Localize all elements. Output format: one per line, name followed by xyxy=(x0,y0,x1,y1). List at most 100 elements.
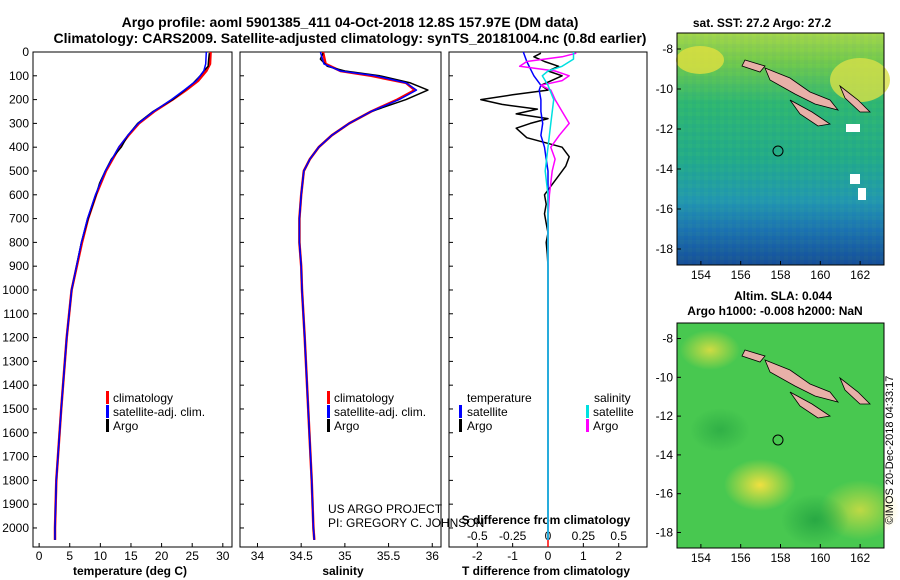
difference-x-tick-label: 1 xyxy=(580,549,587,563)
salinity-xticks: 34 34.5 35 35.5 36 xyxy=(251,543,439,563)
depth-tick-label: 400 xyxy=(9,140,29,154)
sla-low-anomaly xyxy=(781,494,849,546)
temperature-x-tick-label: 0 xyxy=(36,549,43,563)
legend-swatch-climatology xyxy=(327,391,330,404)
temperature-panel xyxy=(32,51,233,548)
depth-tick-label: 700 xyxy=(9,212,29,226)
salinity-satellite-line xyxy=(298,51,418,540)
map-lat-label: -16 xyxy=(656,487,674,501)
depth-tick-label: 500 xyxy=(9,164,29,178)
map-lat-label: -8 xyxy=(662,42,673,56)
temperature-x-tick-label: 20 xyxy=(155,549,169,563)
sst-island xyxy=(789,99,832,127)
legend-swatch-satellite xyxy=(327,405,330,418)
map-lon-label: 158 xyxy=(770,551,790,565)
salinity-argo-line xyxy=(298,52,429,540)
salinity-panel xyxy=(239,51,442,548)
legend-label-temp-satellite: satellite xyxy=(467,405,508,419)
map-lat-label: -10 xyxy=(656,82,674,96)
figure-title-line2: Climatology: CARS2009. Satellite-adjuste… xyxy=(54,30,647,46)
depth-tick-label: 2000 xyxy=(2,521,29,535)
depth-tick-label: 1000 xyxy=(2,283,29,297)
difference-x-tick-label: -2 xyxy=(472,549,483,563)
temperature-curves xyxy=(53,51,212,540)
sst-missing-cell xyxy=(858,188,866,200)
difference-x-tick-label: -1 xyxy=(507,549,518,563)
depth-tick-label: 1900 xyxy=(2,497,29,511)
temperature-x-tick-label: 5 xyxy=(66,549,73,563)
depth-tick-label: 1800 xyxy=(2,473,29,487)
map-lon-label: 156 xyxy=(731,268,751,282)
difference-legend: temperature salinity satellite Argo sate… xyxy=(459,391,634,433)
legend-label-temp-argo: Argo xyxy=(467,419,493,433)
temperature-x-tick-label: 30 xyxy=(216,549,230,563)
sst-island xyxy=(741,59,766,73)
sla-island xyxy=(764,359,840,403)
imos-watermark: ©IMOS 20-Dec-2018 04:33:17 xyxy=(884,376,896,525)
salinity-x-tick-label: 36 xyxy=(426,549,440,563)
salinity-x-tick-label: 34 xyxy=(251,549,265,563)
depth-tick-label: 0 xyxy=(22,45,29,59)
depth-tick-label: 900 xyxy=(9,259,29,273)
sst-missing-cell xyxy=(850,174,860,184)
legend-label-satellite: satellite-adj. clim. xyxy=(334,405,426,419)
temperature-satellite-line xyxy=(54,51,208,540)
sst-argo-marker xyxy=(772,145,784,157)
depth-tick-label: 200 xyxy=(9,93,29,107)
salinity-x-tick-label: 35.5 xyxy=(377,549,401,563)
map-lon-label: 154 xyxy=(691,551,711,565)
sla-map-ticks: 154 156 158 160 162 -8 -10 -12 -14 -16 -18 xyxy=(656,332,871,565)
depth-tick-label: 1500 xyxy=(2,402,29,416)
map-lat-label: -14 xyxy=(656,162,674,176)
difference-top-tick-label: -0.5 xyxy=(467,529,488,543)
depth-axis: 0 100 200 300 400 500 600 700 800 900 1000 1100 1200… xyxy=(2,45,453,535)
depth-tick-label: 1700 xyxy=(2,450,29,464)
legend-label-climatology: climatology xyxy=(113,391,173,405)
depth-tick-label: 1200 xyxy=(2,331,29,345)
temperature-xlabel: temperature (deg C) xyxy=(73,564,187,578)
depth-tick-label: 1600 xyxy=(2,426,29,440)
sal-diff-satellite-line xyxy=(541,52,575,540)
legend-swatch-sal-argo xyxy=(586,419,589,432)
sla-island xyxy=(789,391,832,419)
temp-diff-argo-line xyxy=(480,52,570,540)
map-lon-label: 160 xyxy=(810,551,830,565)
map-lat-label: -12 xyxy=(656,122,674,136)
sst-island xyxy=(764,67,840,111)
t-difference-xlabel: T difference from climatology xyxy=(462,564,630,578)
sla-map xyxy=(676,322,900,549)
map-lat-label: -10 xyxy=(656,370,674,384)
s-difference-xlabel: S difference from climatology xyxy=(462,513,631,527)
depth-tick-label: 1100 xyxy=(3,307,29,321)
sst-map xyxy=(676,32,890,266)
salinity-legend: climatology satellite-adj. clim. Argo xyxy=(327,391,426,433)
map-lat-label: -18 xyxy=(656,242,674,256)
map-lat-label: -12 xyxy=(656,409,674,423)
temperature-climatology-line xyxy=(53,51,212,540)
difference-top-xticks: -0.5-0.2500.250.5 xyxy=(467,529,627,543)
sla-high-anomaly xyxy=(680,330,740,370)
salinity-xlabel: salinity xyxy=(322,564,364,578)
legend-swatch-temp-argo xyxy=(459,419,462,432)
legend-label-sal-argo: Argo xyxy=(593,419,619,433)
depth-tick-label: 100 xyxy=(9,69,29,83)
sla-island xyxy=(839,376,871,405)
legend-swatch-temp-satellite xyxy=(459,405,462,418)
map-lon-label: 162 xyxy=(850,268,870,282)
map-lat-label: -18 xyxy=(656,525,674,539)
salinity-climatology-line xyxy=(298,51,417,540)
temperature-legend: climatology satellite-adj. clim. Argo xyxy=(106,391,205,433)
project-label: US ARGO PROJECT xyxy=(328,502,443,516)
temperature-x-tick-label: 25 xyxy=(186,549,200,563)
sla-high-anomaly xyxy=(724,459,796,511)
depth-tick-label: 1400 xyxy=(2,378,29,392)
sla-map-title: Altim. SLA: 0.044 xyxy=(734,289,832,303)
pi-label: PI: GREGORY C. JOHNSON xyxy=(328,516,484,530)
depth-tick-label: 1300 xyxy=(2,354,29,368)
difference-x-tick-label: 2 xyxy=(615,549,622,563)
legend-swatch-sal-satellite xyxy=(586,405,589,418)
salinity-panel-frame xyxy=(239,51,442,548)
map-lon-label: 158 xyxy=(770,268,790,282)
map-lat-label: -8 xyxy=(662,332,673,346)
